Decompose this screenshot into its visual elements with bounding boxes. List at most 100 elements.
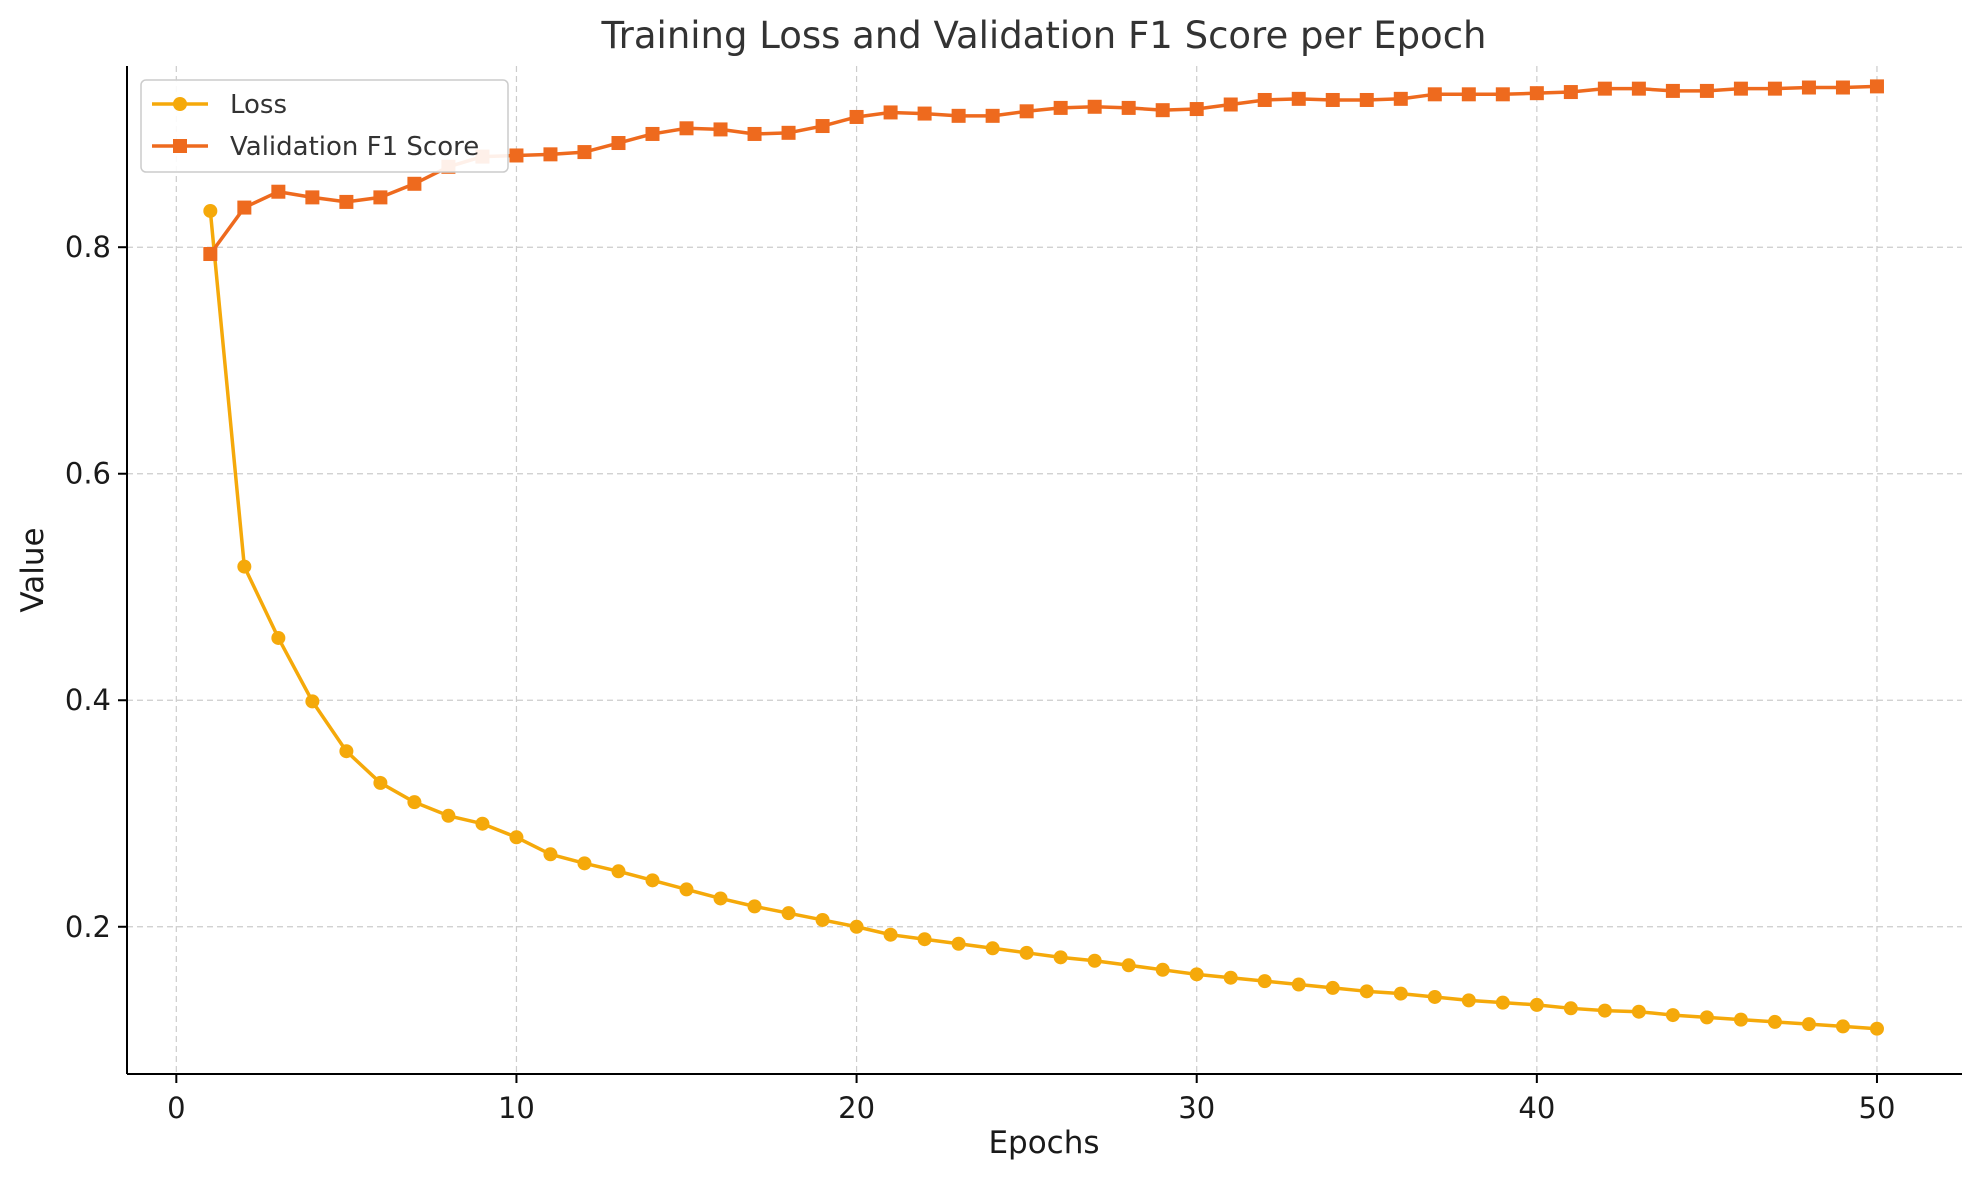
loss-point bbox=[271, 630, 286, 645]
f1-point bbox=[271, 184, 286, 199]
f1-point bbox=[1223, 97, 1238, 112]
grid bbox=[127, 66, 1962, 1074]
y-tick-label: 0.4 bbox=[65, 683, 111, 717]
f1-point bbox=[1767, 81, 1782, 96]
y-ticks: 0.2 0.4 0.6 0.8 bbox=[65, 230, 127, 944]
loss-point bbox=[883, 927, 898, 942]
loss-point bbox=[1427, 989, 1442, 1004]
f1-point bbox=[407, 176, 422, 191]
f1-point bbox=[679, 121, 694, 136]
loss-point bbox=[1563, 1001, 1578, 1016]
loss-point bbox=[645, 873, 660, 888]
f1-point bbox=[339, 194, 354, 209]
loss-point bbox=[1087, 953, 1102, 968]
f1-point bbox=[781, 125, 796, 140]
loss-point bbox=[407, 795, 422, 810]
loss-point bbox=[1733, 1012, 1748, 1027]
f1-point bbox=[237, 200, 252, 215]
y-axis-label: Value bbox=[15, 527, 51, 612]
loss-point bbox=[509, 830, 524, 845]
f1-point bbox=[1393, 91, 1408, 106]
loss-point bbox=[1495, 995, 1510, 1010]
legend-f1-marker bbox=[173, 139, 187, 153]
legend-frame bbox=[140, 79, 509, 173]
f1-point bbox=[1053, 100, 1068, 115]
loss-point bbox=[1053, 950, 1068, 965]
x-tick-label: 50 bbox=[1859, 1091, 1896, 1125]
f1-point bbox=[1597, 81, 1612, 96]
f1-point bbox=[747, 126, 762, 141]
f1-point bbox=[611, 136, 626, 151]
f1-point bbox=[849, 109, 864, 124]
loss-point bbox=[917, 932, 932, 947]
loss-line bbox=[208, 210, 1878, 1031]
f1-point bbox=[1495, 87, 1510, 102]
f1-point bbox=[1835, 80, 1850, 95]
loss-point bbox=[577, 856, 592, 871]
y-tick-label: 0.6 bbox=[65, 457, 111, 491]
loss-point bbox=[1393, 986, 1408, 1001]
f1-point bbox=[1563, 85, 1578, 100]
axes bbox=[126, 66, 1962, 1075]
loss-point bbox=[1767, 1014, 1782, 1029]
loss-point bbox=[1869, 1021, 1884, 1036]
loss-point bbox=[1291, 977, 1306, 992]
loss-point bbox=[815, 912, 830, 927]
loss-point bbox=[951, 936, 966, 951]
f1-point bbox=[1155, 103, 1170, 118]
f1-point bbox=[645, 126, 660, 141]
loss-point bbox=[373, 775, 388, 790]
f1-point bbox=[543, 147, 558, 162]
f1-point bbox=[917, 106, 932, 121]
loss-point bbox=[713, 891, 728, 906]
loss-point bbox=[849, 919, 864, 934]
loss-point bbox=[985, 941, 1000, 956]
loss-point bbox=[1699, 1010, 1714, 1025]
y-tick-label: 0.8 bbox=[65, 230, 111, 264]
loss-point bbox=[339, 744, 354, 759]
x-tick-label: 0 bbox=[167, 1091, 185, 1125]
f1-point bbox=[1801, 80, 1816, 95]
f1-point bbox=[1461, 87, 1476, 102]
f1-point bbox=[1359, 92, 1374, 107]
f1-point bbox=[1665, 83, 1680, 98]
f1-point bbox=[577, 145, 592, 160]
series bbox=[203, 79, 1884, 1036]
f1-point bbox=[815, 119, 830, 134]
f1-point bbox=[951, 108, 966, 123]
loss-point bbox=[747, 899, 762, 914]
x-tick-label: 20 bbox=[838, 1091, 875, 1125]
f1-point bbox=[1291, 91, 1306, 106]
loss-point bbox=[679, 882, 694, 897]
f1-point bbox=[1631, 81, 1646, 96]
f1-point bbox=[1121, 100, 1136, 115]
f1-point bbox=[1427, 87, 1442, 102]
loss-point bbox=[1019, 945, 1034, 960]
loss-point bbox=[1359, 984, 1374, 999]
loss-point bbox=[1631, 1004, 1646, 1019]
f1-point bbox=[1019, 104, 1034, 119]
f1-point bbox=[203, 247, 218, 262]
legend-loss-marker bbox=[173, 97, 187, 111]
loss-point bbox=[203, 203, 218, 218]
x-tick-label: 30 bbox=[1178, 1091, 1215, 1125]
f1-point bbox=[1699, 83, 1714, 98]
loss-point bbox=[1597, 1003, 1612, 1018]
x-axis-label: Epochs bbox=[988, 1125, 1099, 1161]
chart-title: Training Loss and Validation F1 Score pe… bbox=[600, 14, 1486, 57]
loss-point bbox=[1121, 958, 1136, 973]
x-tick-label: 40 bbox=[1518, 1091, 1555, 1125]
f1-point bbox=[985, 108, 1000, 123]
loss-point bbox=[1461, 993, 1476, 1008]
f1-point bbox=[373, 190, 388, 205]
series-loss bbox=[203, 203, 1884, 1036]
f1-point bbox=[1087, 99, 1102, 114]
loss-point bbox=[1835, 1019, 1850, 1034]
loss-point bbox=[1155, 962, 1170, 977]
loss-point bbox=[1529, 997, 1544, 1012]
loss-point bbox=[543, 847, 558, 862]
f1-point bbox=[1189, 102, 1204, 117]
loss-point bbox=[1223, 970, 1238, 985]
